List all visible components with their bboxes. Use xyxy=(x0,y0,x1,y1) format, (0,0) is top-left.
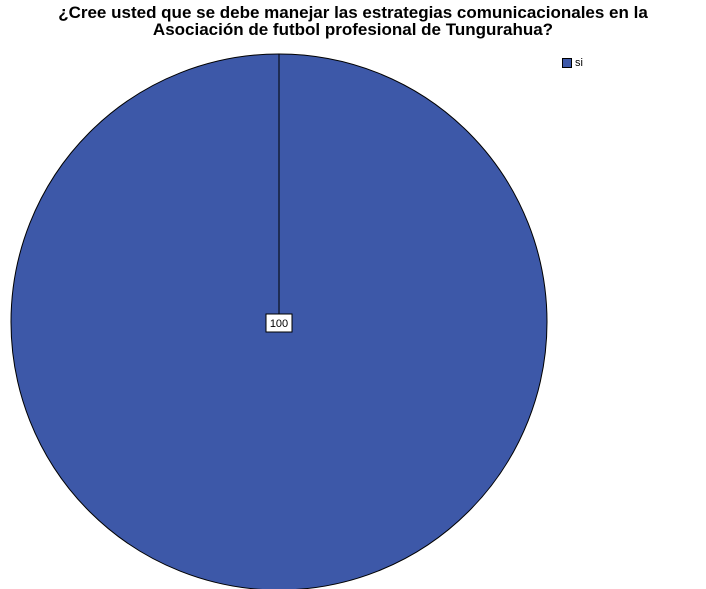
chart-legend: si xyxy=(562,57,583,69)
legend-swatch-si xyxy=(562,58,572,68)
data-label-box xyxy=(265,313,293,333)
chart-title-line-1: ¿Cree usted que se debe manejar las estr… xyxy=(58,3,648,22)
data-label: 100 xyxy=(270,318,288,330)
chart-title: ¿Cree usted que se debe manejar las estr… xyxy=(0,4,706,38)
legend-label-si: si xyxy=(575,57,583,69)
chart-title-line-2: Asociación de futbol profesional de Tung… xyxy=(152,20,554,39)
